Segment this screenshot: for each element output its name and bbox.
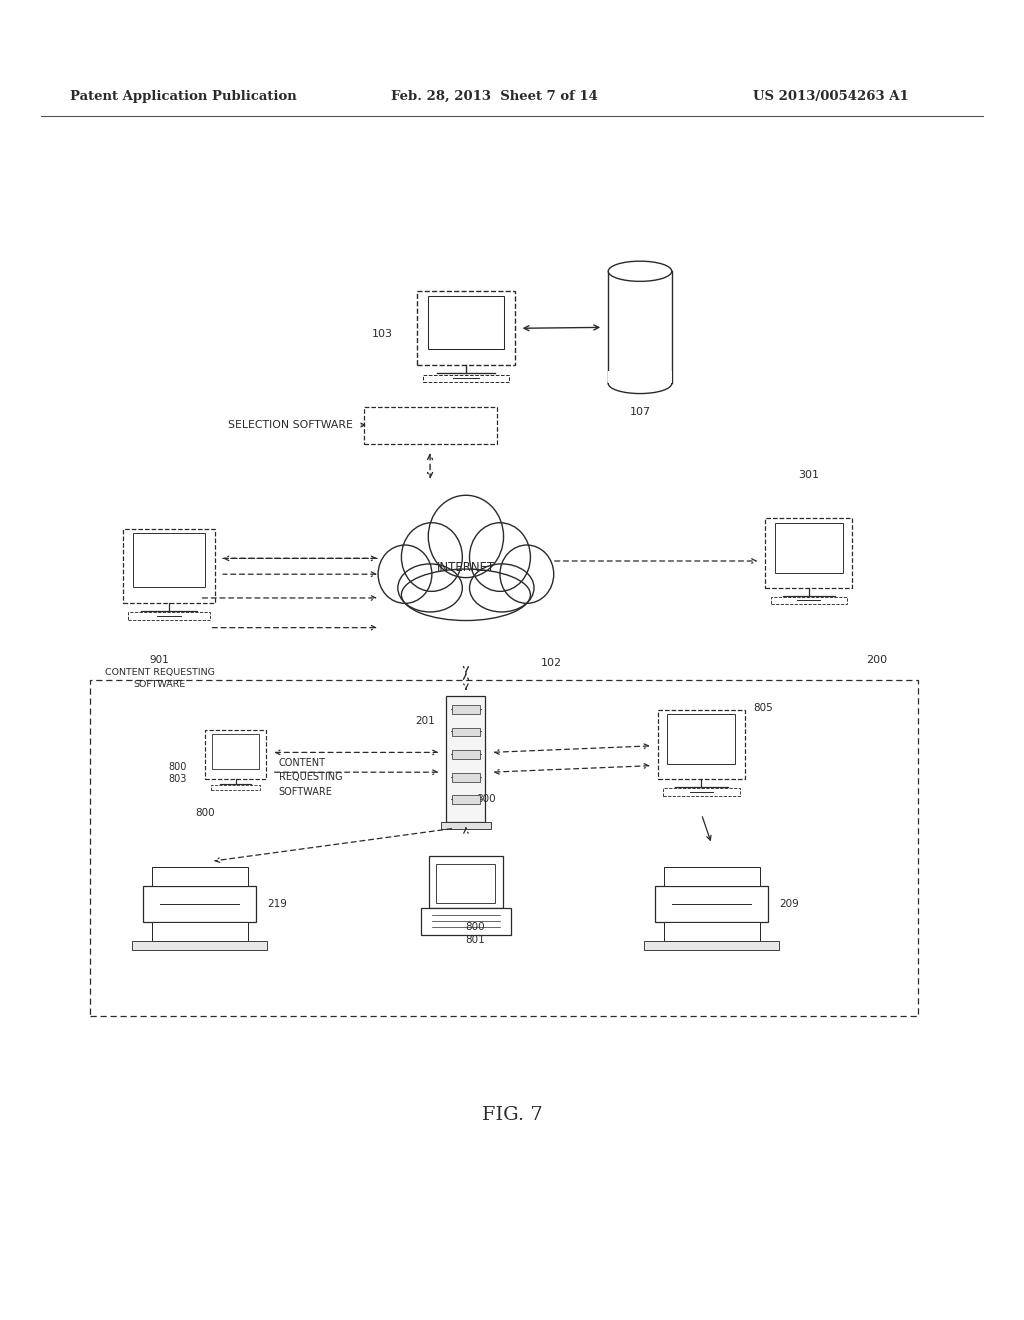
Text: 209: 209 <box>779 899 799 909</box>
Bar <box>453 750 479 759</box>
Bar <box>133 533 205 586</box>
Bar <box>421 908 511 935</box>
Ellipse shape <box>401 523 463 591</box>
Bar <box>658 710 745 779</box>
Ellipse shape <box>469 523 530 591</box>
Text: 801: 801 <box>465 935 484 945</box>
Bar <box>664 867 760 886</box>
Text: 803: 803 <box>168 775 186 784</box>
Text: 102: 102 <box>541 659 562 668</box>
Text: 800: 800 <box>168 762 186 772</box>
Text: 301: 301 <box>799 470 819 480</box>
Text: 800: 800 <box>476 793 497 804</box>
Text: 200: 200 <box>866 655 888 665</box>
Bar <box>128 612 210 620</box>
Text: 103: 103 <box>372 329 393 339</box>
Bar <box>152 867 248 886</box>
Text: CONTENT REQUESTING: CONTENT REQUESTING <box>104 668 215 677</box>
Bar <box>655 886 768 923</box>
Bar <box>132 941 267 949</box>
Text: SOFTWARE: SOFTWARE <box>133 680 186 689</box>
Bar <box>428 296 504 348</box>
Ellipse shape <box>401 569 530 620</box>
Bar <box>440 821 492 829</box>
Ellipse shape <box>608 374 672 393</box>
Bar <box>453 727 479 737</box>
Text: 901: 901 <box>150 655 170 665</box>
Text: 805: 805 <box>754 702 773 713</box>
Bar <box>668 714 735 764</box>
Ellipse shape <box>398 564 463 612</box>
Text: Feb. 28, 2013  Sheet 7 of 14: Feb. 28, 2013 Sheet 7 of 14 <box>391 90 598 103</box>
Bar <box>608 272 672 383</box>
Text: 201: 201 <box>415 717 435 726</box>
Ellipse shape <box>469 564 535 612</box>
Bar <box>664 788 739 796</box>
Ellipse shape <box>608 261 672 281</box>
Bar <box>364 407 497 444</box>
Text: SELECTION SOFTWARE: SELECTION SOFTWARE <box>228 420 353 430</box>
Bar <box>423 375 509 383</box>
Text: FIG. 7: FIG. 7 <box>481 1106 543 1125</box>
Bar <box>453 772 479 781</box>
Bar <box>453 705 479 714</box>
Text: 219: 219 <box>267 899 287 909</box>
Text: 107: 107 <box>630 407 650 417</box>
Bar <box>90 680 918 1016</box>
Text: US 2013/0054263 A1: US 2013/0054263 A1 <box>753 90 908 103</box>
Bar <box>453 796 479 804</box>
Bar <box>771 597 847 605</box>
Bar <box>608 371 672 383</box>
Bar <box>152 923 248 941</box>
Bar <box>143 886 256 923</box>
Bar <box>123 529 215 603</box>
Bar <box>775 523 843 573</box>
Ellipse shape <box>500 545 554 603</box>
Bar <box>205 730 266 779</box>
Bar <box>429 855 503 908</box>
Text: INTERNET: INTERNET <box>437 561 495 574</box>
Bar <box>766 519 852 587</box>
Text: CONTENT: CONTENT <box>279 758 326 768</box>
Bar <box>211 785 260 789</box>
Bar <box>664 923 760 941</box>
Ellipse shape <box>428 495 504 578</box>
Ellipse shape <box>378 545 432 603</box>
Text: 800: 800 <box>196 808 215 818</box>
Bar <box>644 941 779 949</box>
Bar <box>446 697 485 821</box>
Text: 800: 800 <box>465 923 484 932</box>
Bar <box>436 863 496 903</box>
Bar <box>213 734 258 768</box>
Text: REQUESTING: REQUESTING <box>279 772 342 781</box>
Text: SOFTWARE: SOFTWARE <box>279 787 333 797</box>
Bar <box>418 292 515 366</box>
Text: Patent Application Publication: Patent Application Publication <box>70 90 296 103</box>
